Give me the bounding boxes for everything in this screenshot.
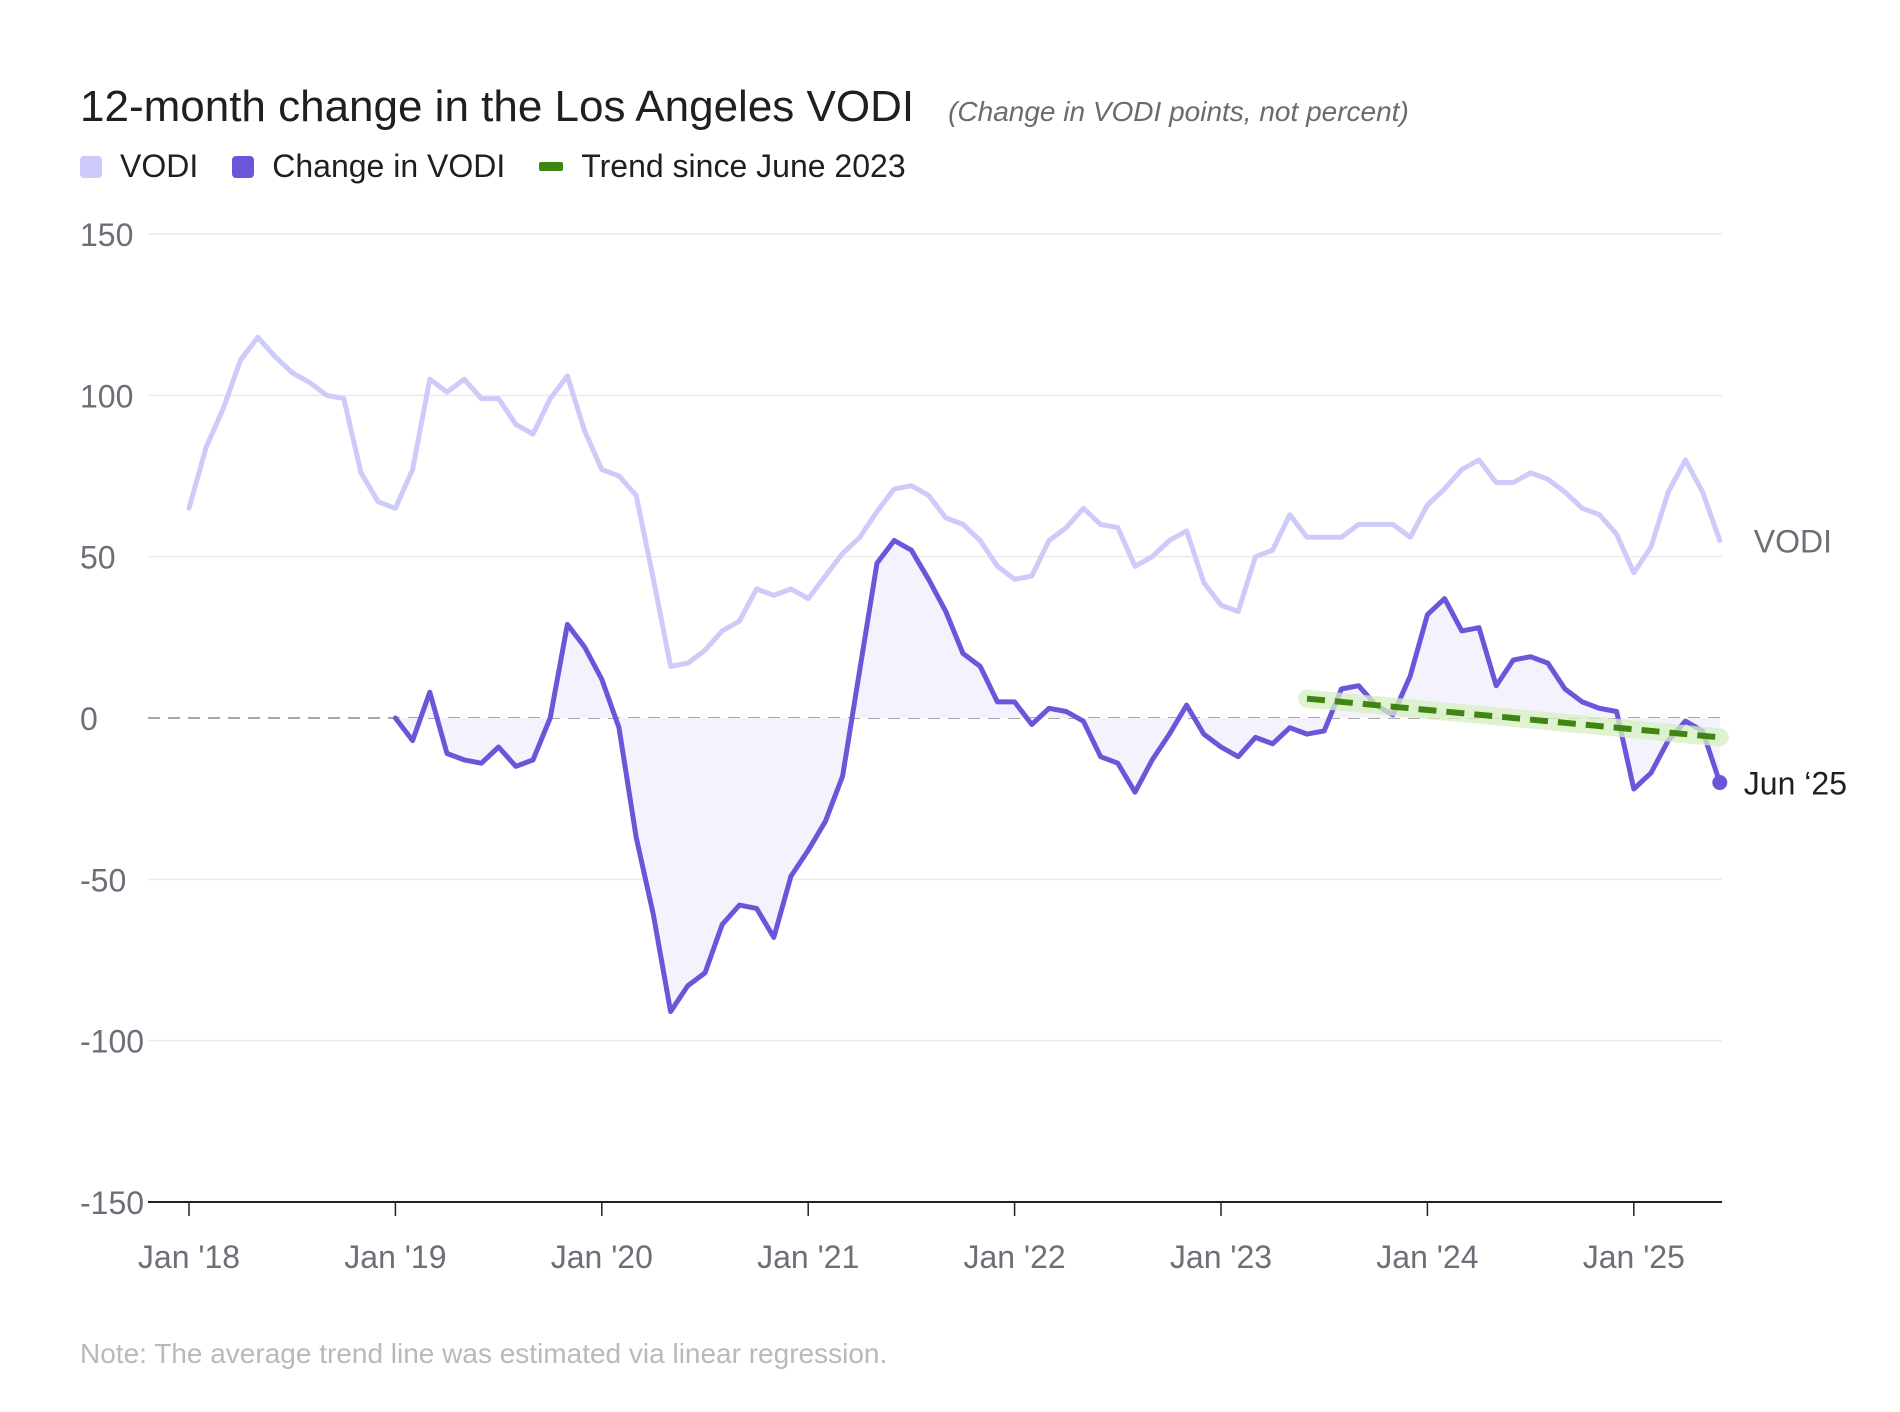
legend-label-trend: Trend since June 2023 [581,148,906,184]
legend-item-vodi: VODI [80,148,198,185]
y-tick-label: -100 [80,1024,144,1060]
y-tick-label: 150 [80,217,133,253]
last-point-marker [1712,775,1728,791]
legend-item-trend: Trend since June 2023 [539,148,906,185]
chart-subtitle: (Change in VODI points, not percent) [948,96,1409,127]
legend: VODI Change in VODI Trend since June 202… [80,148,940,185]
legend-swatch-change [232,155,255,178]
x-tick-label: Jan '18 [138,1239,240,1275]
y-tick-label: -50 [80,862,126,898]
y-tick-label: 100 [80,378,133,414]
chart-title: 12-month change in the Los Angeles VODI [80,82,915,131]
y-tick-label: 0 [80,701,98,737]
title-row: 12-month change in the Los Angeles VODI … [80,82,1409,132]
chart-note: Note: The average trend line was estimat… [80,1338,888,1369]
x-tick-label: Jan '25 [1583,1239,1685,1275]
legend-label-vodi: VODI [120,148,199,184]
change-area-fill [395,540,1720,1012]
x-tick-label: Jan '21 [757,1239,859,1275]
vodi-end-label: VODI [1754,524,1832,560]
x-tick-label: Jan '22 [964,1239,1066,1275]
x-tick-label: Jan '20 [551,1239,653,1275]
legend-swatch-vodi [80,155,102,178]
vodi-line [186,334,1723,669]
x-tick-label: Jan '23 [1170,1239,1272,1275]
y-tick-label: -150 [80,1185,144,1221]
x-tick-label: Jan '24 [1376,1239,1478,1275]
y-tick-label: 50 [80,540,116,576]
x-tick-label: Jan '19 [344,1239,446,1275]
trend-line [1306,695,1721,741]
legend-label-change: Change in VODI [272,148,506,184]
legend-swatch-trend [539,162,564,171]
change-line [392,538,1723,1015]
last-point-label: Jun ‘25 [1744,766,1847,802]
legend-item-change: Change in VODI [232,148,505,185]
